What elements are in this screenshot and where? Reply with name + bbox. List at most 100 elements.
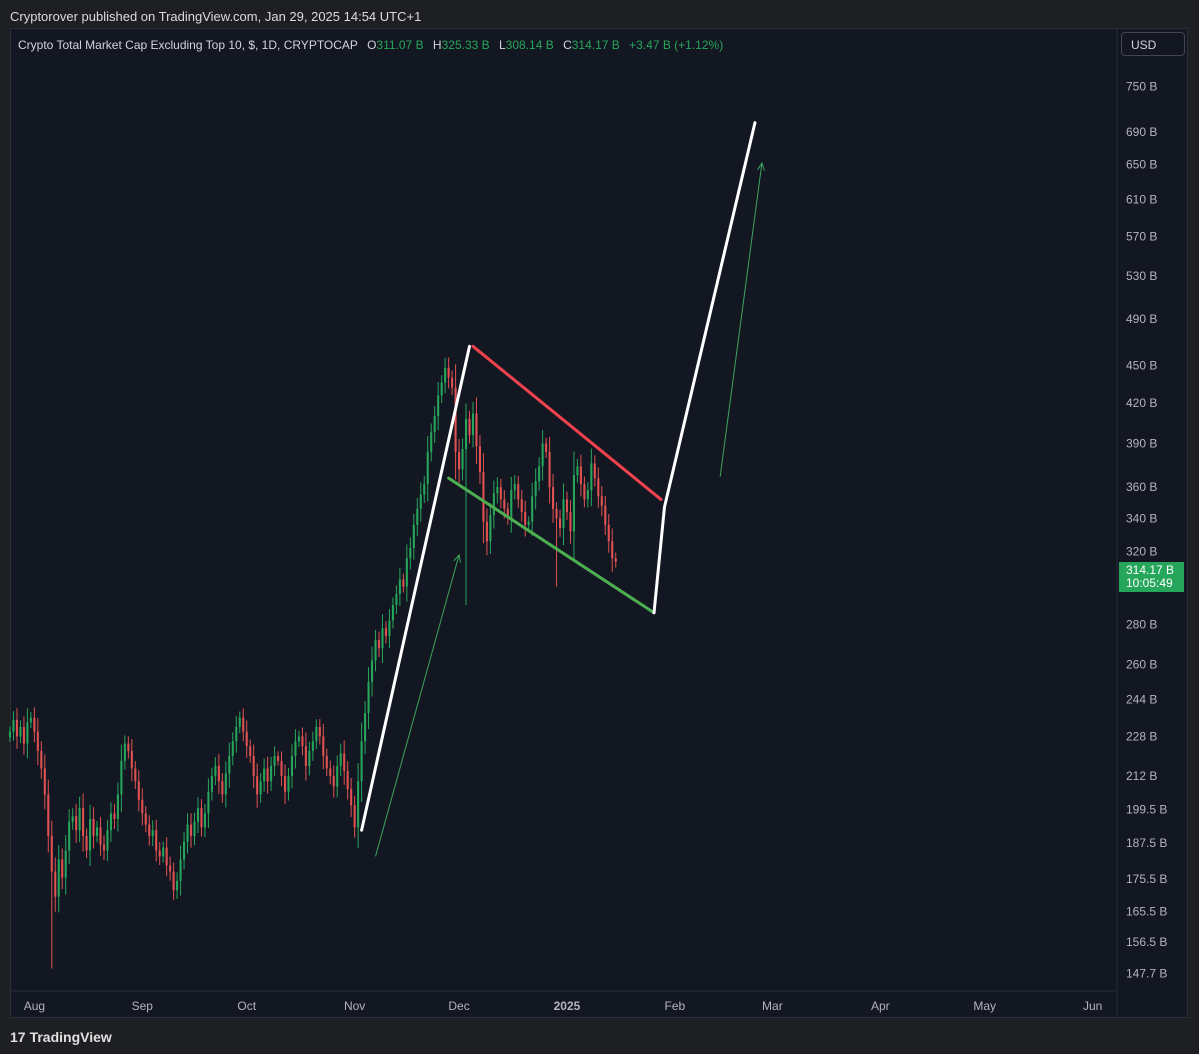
candle	[40, 741, 43, 779]
candle	[360, 722, 363, 802]
candle	[92, 807, 95, 849]
candle	[579, 454, 582, 497]
candle	[64, 834, 67, 895]
candle	[43, 754, 46, 810]
candle	[151, 820, 154, 847]
price-tick-label: 147.7 B	[1126, 966, 1167, 980]
candle	[61, 848, 64, 890]
candle	[89, 804, 92, 866]
price-tick-label: 260 B	[1126, 658, 1157, 672]
candle	[572, 451, 575, 559]
candle	[614, 552, 617, 568]
time-tick-label: Nov	[344, 999, 365, 1013]
candle	[468, 410, 471, 444]
trend-arrow-1[interactable]	[375, 553, 461, 857]
candle	[283, 764, 287, 804]
price-tick-label: 390 B	[1126, 436, 1157, 450]
candle	[593, 455, 596, 487]
resistance-line[interactable]	[471, 344, 663, 501]
candle	[541, 430, 544, 481]
candle	[475, 397, 478, 464]
price-tick-label: 450 B	[1126, 358, 1157, 372]
candle	[357, 763, 360, 848]
candle	[555, 502, 558, 587]
candle	[256, 763, 259, 808]
candle	[318, 718, 321, 745]
price-tick-label: 228 B	[1126, 729, 1157, 743]
candle	[123, 735, 126, 770]
candle	[510, 476, 513, 533]
impulse-line[interactable]	[360, 344, 472, 832]
candle	[47, 779, 50, 853]
candle	[402, 573, 405, 593]
candle	[364, 701, 367, 755]
trend-arrow-2[interactable]	[719, 161, 765, 477]
legend-open-label: O	[367, 38, 377, 52]
candle	[99, 816, 102, 856]
candle	[78, 796, 81, 843]
candle	[238, 711, 241, 734]
flag-end-line[interactable]	[652, 505, 666, 615]
chart-frame[interactable]	[10, 28, 1188, 1018]
candle	[416, 497, 419, 537]
currency-selector[interactable]: USD	[1121, 32, 1185, 56]
support-line[interactable]	[447, 476, 656, 615]
candle	[597, 467, 600, 508]
time-tick-label: Oct	[237, 999, 256, 1013]
candle	[367, 667, 370, 729]
candle	[304, 732, 307, 781]
price-tick-label: 610 B	[1126, 192, 1157, 206]
candle	[57, 845, 60, 913]
candle	[388, 609, 391, 648]
projection-line[interactable]	[662, 121, 757, 509]
price-tick-label: 650 B	[1126, 158, 1157, 172]
candle	[221, 773, 224, 803]
candle	[440, 375, 443, 404]
candle	[339, 743, 342, 777]
candle	[172, 862, 175, 900]
candle	[377, 631, 381, 657]
candle	[611, 528, 614, 572]
candle	[68, 809, 71, 864]
candle	[412, 513, 415, 560]
candle	[565, 491, 569, 521]
time-axis[interactable]: Aug Sep Oct Nov Dec 2025 Feb Mar Apr May Jun	[24, 999, 1103, 1013]
candle	[391, 597, 394, 629]
candle	[242, 708, 245, 742]
candle	[29, 711, 32, 728]
legend-close-value: 314.17 B	[571, 38, 620, 52]
candle	[343, 740, 346, 785]
price-tick-label: 320 B	[1126, 544, 1157, 558]
candle	[141, 788, 144, 826]
candle	[607, 513, 610, 553]
candle	[590, 448, 593, 507]
candle	[576, 458, 579, 483]
candle	[482, 453, 485, 544]
candle	[384, 621, 388, 644]
candle	[85, 828, 88, 859]
drawings-group[interactable]	[360, 121, 765, 857]
candle	[210, 767, 213, 801]
candle	[106, 820, 109, 862]
candle	[249, 739, 252, 763]
candle	[478, 435, 481, 485]
candle	[569, 500, 572, 544]
candle	[189, 813, 193, 848]
candle	[33, 707, 36, 743]
footer	[0, 1019, 1199, 1054]
candle	[8, 726, 12, 743]
time-tick-label: Feb	[665, 999, 686, 1013]
candle	[524, 500, 527, 537]
candle	[19, 720, 22, 744]
candle	[346, 761, 349, 800]
candle	[409, 537, 412, 570]
candle	[430, 423, 433, 462]
candle	[395, 585, 398, 614]
candle	[158, 842, 161, 866]
tradingview-mark-icon: 17	[10, 1029, 26, 1045]
price-tick-label: 420 B	[1126, 396, 1157, 410]
price-tick-label: 340 B	[1126, 511, 1157, 525]
tradingview-logo[interactable]: 17 TradingView	[10, 1029, 112, 1045]
